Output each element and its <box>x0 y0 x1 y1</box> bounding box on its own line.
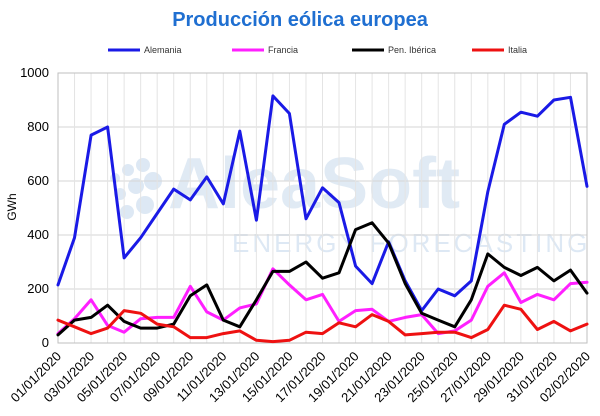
y-tick-label: 800 <box>27 119 49 134</box>
y-tick-label: 0 <box>42 335 49 350</box>
x-axis: 01/01/202003/01/202005/01/202007/01/2020… <box>7 349 593 406</box>
series-lines <box>56 94 589 344</box>
legend-label: Francia <box>268 45 298 55</box>
y-tick-label: 1000 <box>20 65 49 80</box>
y-axis: 0 200 400 600 800 1000 <box>20 65 49 350</box>
plot-area <box>57 72 588 344</box>
y-tick-label: 200 <box>27 281 49 296</box>
watermark-tagline: ENERGY FORECASTING <box>232 228 590 258</box>
y-axis-label: GWh <box>5 193 19 220</box>
series-line-0 <box>56 94 589 313</box>
legend-label: Italia <box>508 45 527 55</box>
chart-title: Producción eólica europea <box>172 9 429 31</box>
y-tick-label: 400 <box>27 227 49 242</box>
legend-label: Alemania <box>144 45 182 55</box>
watermark-brand: AleaSoft <box>168 144 460 224</box>
y-tick-label: 600 <box>27 173 49 188</box>
series-line-2 <box>56 221 589 337</box>
legend-label: Pen. Ibérica <box>388 45 436 55</box>
series-line-3 <box>56 303 589 344</box>
legend: Alemania Francia Pen. Ibérica Italia <box>108 45 527 55</box>
